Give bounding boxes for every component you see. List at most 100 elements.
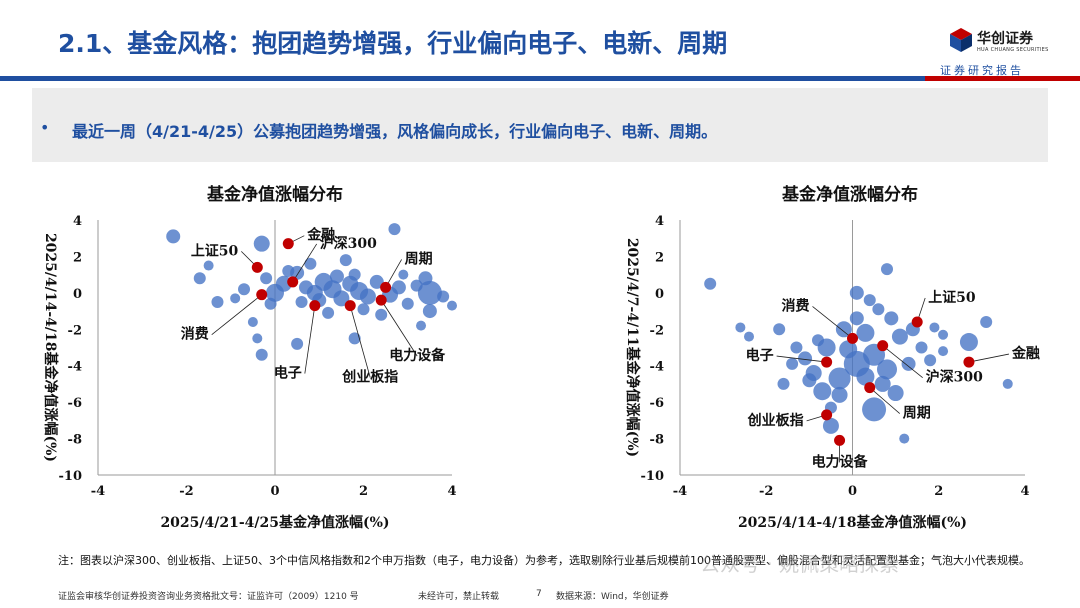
fund-bubble xyxy=(915,341,928,354)
index-marker xyxy=(821,356,833,368)
index-marker xyxy=(256,289,268,301)
x-tick-label: -2 xyxy=(759,484,773,499)
fund-bubble xyxy=(322,306,335,319)
header-divider-red xyxy=(925,76,1080,81)
fund-bubble xyxy=(211,295,224,308)
fund-bubble xyxy=(884,311,899,326)
logo-english-name: HUA CHUANG SECURITIES xyxy=(977,47,1049,53)
x-tick-label: 0 xyxy=(270,484,279,499)
y-tick-label: 4 xyxy=(655,214,664,229)
x-axis-title: 2025/4/14-4/18基金净值涨幅(%) xyxy=(738,514,967,531)
index-marker xyxy=(380,281,392,293)
index-label: 电力设备 xyxy=(389,347,446,364)
fund-bubble xyxy=(929,322,940,333)
report-type-label: 证券研究报告 xyxy=(940,64,1024,77)
index-marker xyxy=(821,409,833,421)
fund-bubble xyxy=(862,397,887,422)
index-marker xyxy=(911,316,923,328)
fund-bubble xyxy=(238,283,251,296)
index-label: 创业板指 xyxy=(341,369,398,386)
index-label: 沪深300 xyxy=(320,235,377,252)
fund-bubble xyxy=(291,337,304,350)
fund-bubble xyxy=(375,308,388,321)
index-marker xyxy=(864,382,876,394)
fund-bubble xyxy=(924,354,937,367)
fund-bubble xyxy=(203,260,214,271)
fund-bubble xyxy=(872,303,885,316)
y-tick-label: -4 xyxy=(68,360,82,375)
fund-bubble xyxy=(333,290,350,307)
y-tick-label: -6 xyxy=(68,396,82,411)
index-marker xyxy=(309,300,321,312)
page-title: 2.1、基金风格：抱团趋势增强，行业偏向电子、电新、周期 xyxy=(58,29,728,58)
index-marker xyxy=(375,294,387,306)
fund-bubble xyxy=(401,297,414,310)
x-tick-label: -2 xyxy=(179,484,193,499)
fund-bubble xyxy=(264,297,277,310)
fund-bubble xyxy=(881,263,893,276)
fund-bubble xyxy=(329,269,344,284)
fund-bubble xyxy=(856,367,875,386)
watermark: 公众号 · 姚佩策略探索 xyxy=(700,552,900,576)
x-tick-label: 2 xyxy=(359,484,368,499)
index-marker xyxy=(834,434,846,446)
fund-bubble xyxy=(891,328,908,345)
fund-bubble xyxy=(348,332,361,345)
fund-bubble xyxy=(369,274,384,289)
fund-bubble xyxy=(849,311,864,326)
fund-bubble xyxy=(388,223,401,236)
index-label: 周期 xyxy=(903,406,931,422)
fund-bubble xyxy=(798,351,813,366)
chart-note: 注：图表以沪深300、创业板指、上证50、3个中信风格指数和2个申万指数（电子，… xyxy=(58,554,1030,567)
fund-bubble xyxy=(416,320,427,331)
label-leader-line xyxy=(776,355,827,363)
fund-bubble xyxy=(786,357,799,370)
footer-page-number: 7 xyxy=(536,589,542,599)
fund-bubble xyxy=(359,288,376,305)
footer-source: 数据来源：Wind，华创证券 xyxy=(556,592,669,602)
label-leader-line xyxy=(812,306,853,339)
fund-bubble xyxy=(260,272,273,285)
index-label: 沪深300 xyxy=(926,369,983,386)
fund-bubble xyxy=(282,265,295,277)
cube-logo-icon xyxy=(950,28,972,52)
fund-bubble xyxy=(230,293,241,304)
fund-bubble xyxy=(959,333,978,352)
chart-title: 基金净值涨幅分布 xyxy=(781,184,918,205)
fund-bubble xyxy=(422,304,437,319)
label-leader-line xyxy=(211,294,262,335)
fund-bubble xyxy=(980,316,993,328)
y-axis-title: 2025/4/7-4/11基金净值涨幅(%) xyxy=(624,238,641,457)
fund-bubble xyxy=(255,348,268,361)
footer-license: 证监会审核华创证券投资咨询业务资格批文号：证监许可（2009）1210 号 xyxy=(58,592,359,602)
fund-bubble xyxy=(777,377,790,390)
y-tick-label: 4 xyxy=(73,214,82,229)
bullet-icon: • xyxy=(40,118,50,137)
y-tick-label: -6 xyxy=(650,396,664,411)
x-tick-label: 4 xyxy=(1020,484,1029,499)
index-marker xyxy=(344,300,356,312)
fund-bubble xyxy=(835,321,852,338)
fund-bubble xyxy=(339,254,352,267)
label-leader-line xyxy=(869,387,901,414)
index-label: 创业板指 xyxy=(747,412,804,429)
chart-title: 基金净值涨幅分布 xyxy=(206,184,343,205)
y-tick-label: -8 xyxy=(650,433,664,448)
logo-chinese-name: 华创证券 xyxy=(977,31,1033,47)
fund-bubble xyxy=(802,373,817,388)
index-label: 金融 xyxy=(1011,345,1040,362)
y-tick-label: -2 xyxy=(650,323,664,338)
fund-bubble xyxy=(398,269,409,280)
fund-bubble xyxy=(938,346,949,357)
y-tick-label: 2 xyxy=(73,250,82,265)
fund-bubble xyxy=(887,385,904,402)
scatter-chart-2: 基金净值涨幅分布 -4 -2 0 2 4 4 2 0 -2 -4 -6 -8 -10 2025/4/14-4… xyxy=(624,184,1040,531)
index-label: 上证50 xyxy=(928,290,976,306)
fund-bubble xyxy=(938,329,949,340)
index-label: 金融 xyxy=(306,227,335,244)
fund-bubble xyxy=(901,356,916,371)
index-marker xyxy=(963,356,975,368)
header-divider-blue xyxy=(0,76,925,81)
x-axis-title: 2025/4/21-4/25基金净值涨幅(%) xyxy=(160,514,389,531)
fund-bubble xyxy=(773,323,786,336)
